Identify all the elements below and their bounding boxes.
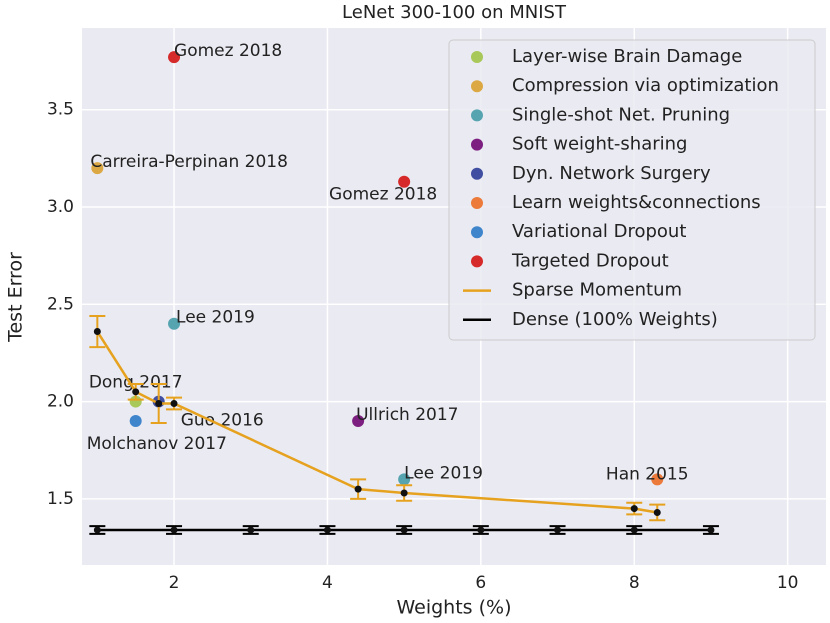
y-tick-label: 3.5 [47,100,74,120]
point [651,473,664,486]
point-label: Lee 2019 [404,463,483,483]
point [398,175,411,188]
y-tick-label: 1.5 [47,489,74,509]
y-tick-label: 2.0 [47,392,74,412]
point [93,526,101,534]
point [155,400,163,408]
y-axis-label: Test Error [5,252,27,343]
point-label: Ullrich 2017 [356,405,458,425]
point [170,400,178,408]
x-tick-label: 2 [169,573,180,593]
legend-swatch [471,109,483,122]
point [91,162,104,175]
x-tick-label: 10 [777,573,799,593]
legend-label: Dyn. Network Surgery [512,163,711,184]
legend-swatch [471,167,483,180]
point [400,489,408,497]
legend-swatch [471,255,483,268]
legend-swatch [471,197,483,209]
point [247,526,255,534]
x-tick-label: 6 [475,573,486,593]
y-tick-label: 3.0 [47,197,74,217]
point-label: Molchanov 2017 [87,434,227,454]
legend-box [448,39,816,341]
y-tick-label: 2.5 [47,294,74,314]
point [707,526,715,534]
legend: Layer-wise Brain Damage Compression via o… [448,39,816,341]
point [630,526,638,534]
point-label: Carreira-Perpinan 2018 [90,152,288,172]
point [554,526,562,534]
point [323,526,331,534]
legend-label: Variational Dropout [512,221,686,242]
legend-swatch [471,226,483,239]
chart-title: LeNet 300-100 on MNIST [342,2,567,23]
point [93,328,101,336]
legend-swatch [471,51,483,63]
point-label: Gomez 2018 [329,185,437,205]
point [168,51,181,64]
point [477,526,485,534]
x-tick-label: 8 [629,573,640,593]
point-label: Gomez 2018 [174,41,282,61]
legend-label: Sparse Momentum [512,280,682,301]
point [129,395,142,408]
point-label: Lee 2019 [176,308,255,328]
legend-label: Targeted Dropout [511,250,669,271]
series-line [96,330,658,514]
point [168,317,181,330]
x-axis-label: Weights (%) [396,597,511,619]
point [398,473,411,486]
point [170,526,178,534]
legend-swatch [471,138,483,151]
legend-label: Dense (100% Weights) [512,309,718,330]
legend-label: Learn weights&connections [512,192,761,213]
point [129,415,142,428]
x-tick-label: 4 [322,573,333,593]
legend-label: Compression via optimization [512,75,779,96]
point [354,485,362,493]
point-label: Han 2015 [606,464,689,484]
point [352,415,365,428]
point [400,526,408,534]
legend-label: Single-shot Net. Pruning [512,104,730,125]
legend-label: Layer-wise Brain Damage [512,46,742,67]
point [653,508,661,516]
legend-swatch [471,80,483,93]
legend-label: Soft weight-sharing [512,134,687,155]
point [132,388,140,396]
point [630,505,638,513]
